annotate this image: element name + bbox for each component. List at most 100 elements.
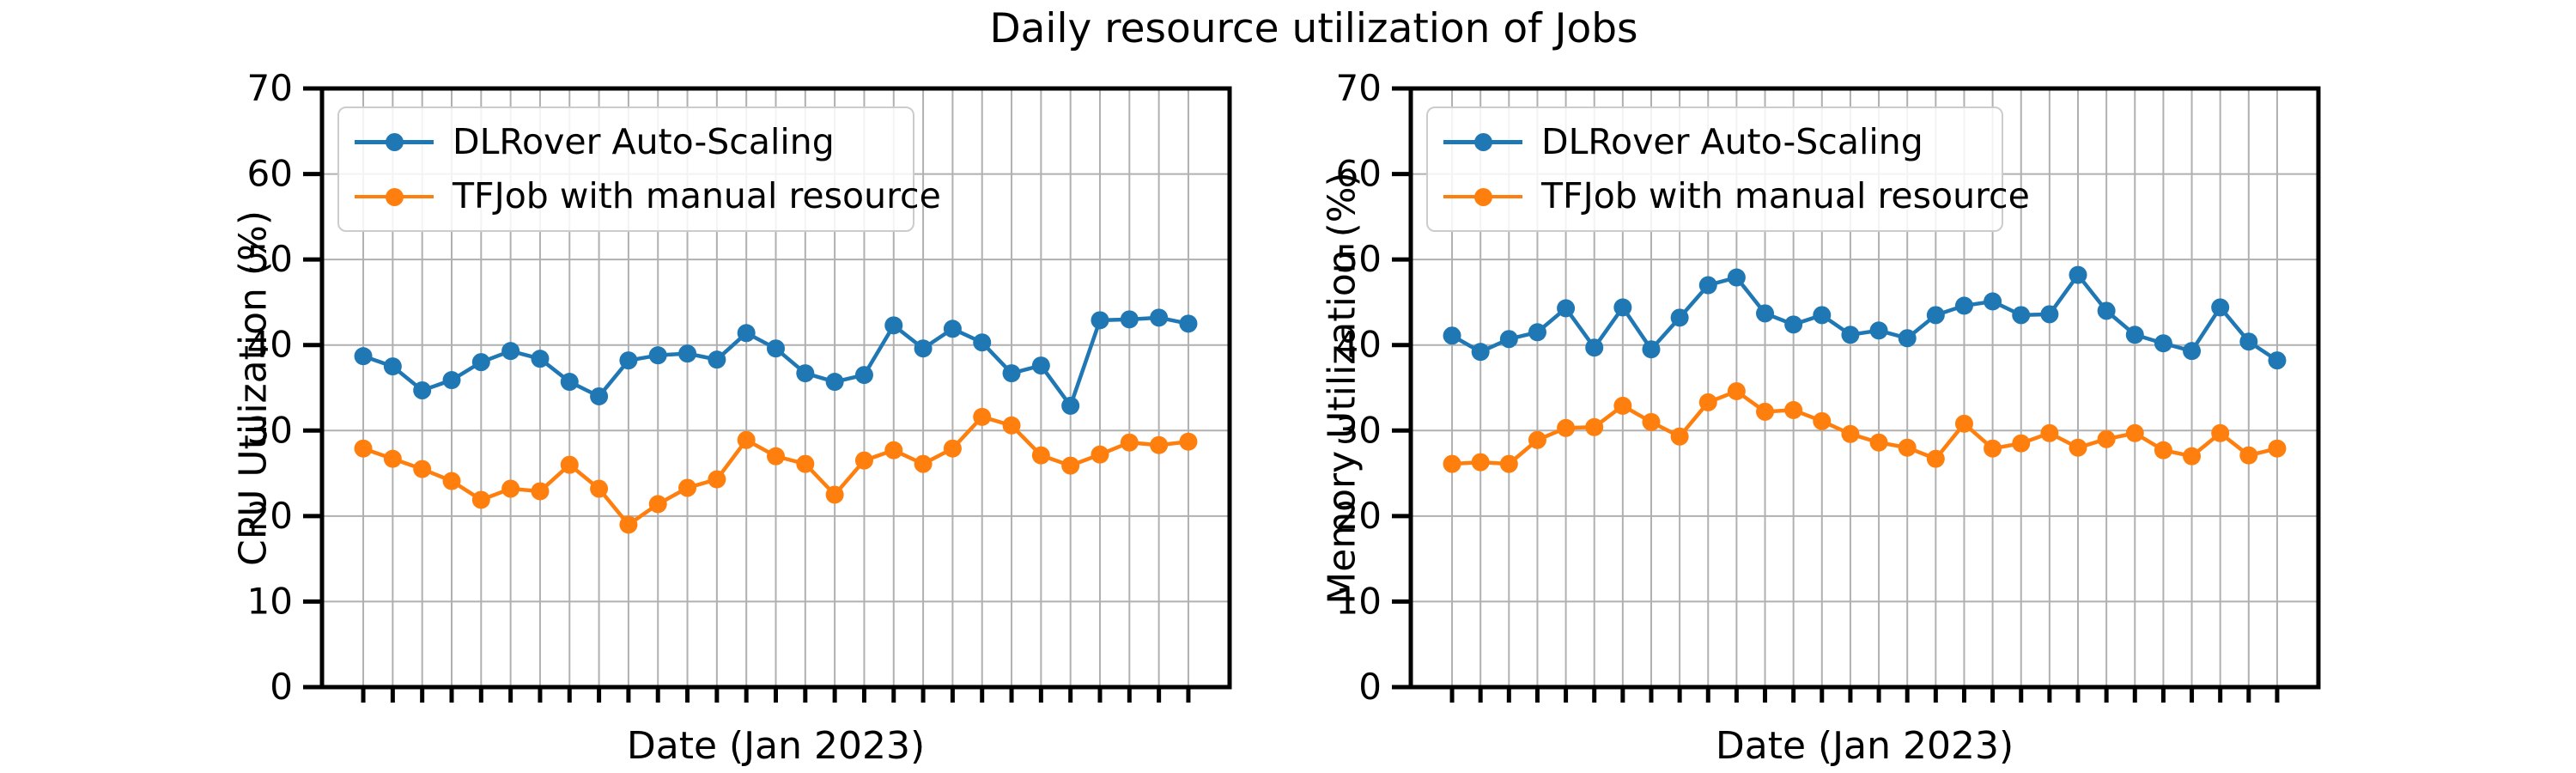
data-point-marker: [471, 490, 490, 509]
data-point-marker: [2239, 332, 2258, 351]
data-point-marker: [413, 460, 432, 478]
data-point-marker: [1784, 315, 1803, 334]
data-point-marker: [2211, 298, 2230, 317]
data-point-marker: [531, 482, 550, 501]
data-point-marker: [1926, 449, 1945, 468]
memory-plot-legend: DLRover Auto-Scaling TFJob with manual r…: [1426, 107, 2030, 232]
data-point-marker: [796, 454, 815, 473]
data-point-marker: [854, 451, 873, 470]
data-point-marker: [1150, 308, 1169, 327]
data-point-marker: [2154, 334, 2172, 353]
y-tick-label: 20: [247, 495, 293, 537]
data-point-marker: [1926, 306, 1945, 325]
data-point-marker: [1471, 453, 1490, 472]
data-point-marker: [678, 344, 697, 363]
data-point-marker: [383, 449, 402, 468]
data-point-marker: [708, 470, 726, 489]
data-point-marker: [1869, 321, 1888, 340]
data-point-marker: [2012, 306, 2031, 325]
y-tick-label: 60: [247, 153, 293, 195]
data-point-marker: [442, 371, 461, 390]
legend-row-dlrover: DLRover Auto-Scaling: [355, 122, 889, 161]
data-point-marker: [1150, 435, 1169, 454]
data-point-marker: [2268, 439, 2287, 458]
tfjob-line-marker-icon: [355, 187, 434, 206]
data-point-marker: [1954, 414, 1973, 433]
data-point-marker: [1002, 364, 1021, 383]
data-point-marker: [2154, 441, 2172, 460]
data-point-marker: [471, 353, 490, 372]
y-tick-label: 50: [1336, 238, 1382, 280]
legend-label-tfjob: TFJob with manual resource: [453, 175, 941, 216]
data-point-marker: [1031, 356, 1050, 375]
data-point-marker: [590, 386, 609, 405]
data-point-marker: [648, 346, 667, 365]
data-point-marker: [354, 347, 373, 366]
data-point-marker: [1528, 430, 1546, 449]
data-point-marker: [884, 441, 903, 460]
data-point-marker: [1784, 400, 1803, 419]
y-tick-label: 60: [1336, 153, 1382, 195]
data-point-marker: [2183, 447, 2202, 466]
tfjob-line-marker-icon: [1443, 187, 1522, 206]
data-point-marker: [1471, 343, 1490, 362]
data-point-marker: [2125, 423, 2144, 442]
data-point-marker: [383, 357, 402, 376]
data-point-marker: [619, 515, 638, 534]
data-point-marker: [1698, 393, 1717, 411]
data-point-marker: [973, 407, 992, 426]
series-line-dlrover: [1450, 271, 2279, 362]
data-point-marker: [1120, 310, 1139, 329]
data-point-marker: [1698, 276, 1717, 295]
data-point-marker: [1898, 438, 1917, 457]
data-point-marker: [1120, 433, 1139, 452]
legend-row-dlrover: DLRover Auto-Scaling: [1443, 122, 1978, 161]
data-point-marker: [1613, 396, 1632, 415]
data-point-marker: [560, 373, 579, 392]
data-point-marker: [737, 430, 756, 449]
figure-title-text: Daily resource utilization of Jobs: [989, 5, 1638, 52]
data-point-marker: [1813, 411, 1832, 430]
data-point-marker: [708, 350, 726, 369]
legend-row-tfjob: TFJob with manual resource: [1443, 176, 2030, 216]
data-point-marker: [1841, 326, 1860, 344]
data-point-marker: [2125, 326, 2144, 344]
data-point-marker: [354, 439, 373, 458]
data-point-marker: [2183, 342, 2202, 361]
data-point-marker: [1756, 304, 1775, 323]
series-line-tfjob: [1451, 388, 2278, 466]
data-point-marker: [560, 455, 579, 474]
data-point-marker: [1031, 446, 1050, 465]
data-point-marker: [914, 454, 933, 473]
data-point-marker: [2097, 429, 2116, 448]
data-point-marker: [1642, 340, 1661, 359]
data-point-marker: [1813, 306, 1832, 325]
data-point-marker: [1670, 308, 1689, 327]
data-point-marker: [2069, 438, 2087, 457]
memory-y-axis-label: Memory Utilization (%): [1320, 171, 1364, 605]
data-point-marker: [1443, 454, 1461, 473]
dlrover-line-marker-icon: [355, 132, 434, 152]
data-point-marker: [1670, 427, 1689, 446]
data-point-marker: [737, 324, 756, 343]
plot-border: [1408, 86, 2321, 690]
y-tick-label: 30: [247, 409, 293, 451]
memory-x-axis-label: Date (Jan 2023): [1715, 724, 2014, 768]
y-tick-label: 40: [247, 324, 293, 366]
data-point-marker: [2097, 301, 2116, 320]
y-tick-label: 10: [1336, 580, 1382, 622]
data-point-marker: [1585, 338, 1604, 357]
cpu-x-axis-label: Date (Jan 2023): [626, 724, 926, 768]
data-point-marker: [1557, 299, 1576, 318]
y-tick-label: 50: [247, 238, 293, 280]
data-point-marker: [501, 342, 520, 361]
data-point-marker: [825, 373, 844, 392]
data-point-marker: [2069, 265, 2087, 284]
data-point-marker: [1898, 329, 1917, 348]
data-point-marker: [884, 316, 903, 335]
data-point-marker: [1984, 292, 2002, 311]
data-point-marker: [678, 478, 697, 497]
y-tick-label: 0: [270, 666, 293, 708]
y-tick-label: 40: [1336, 324, 1382, 366]
